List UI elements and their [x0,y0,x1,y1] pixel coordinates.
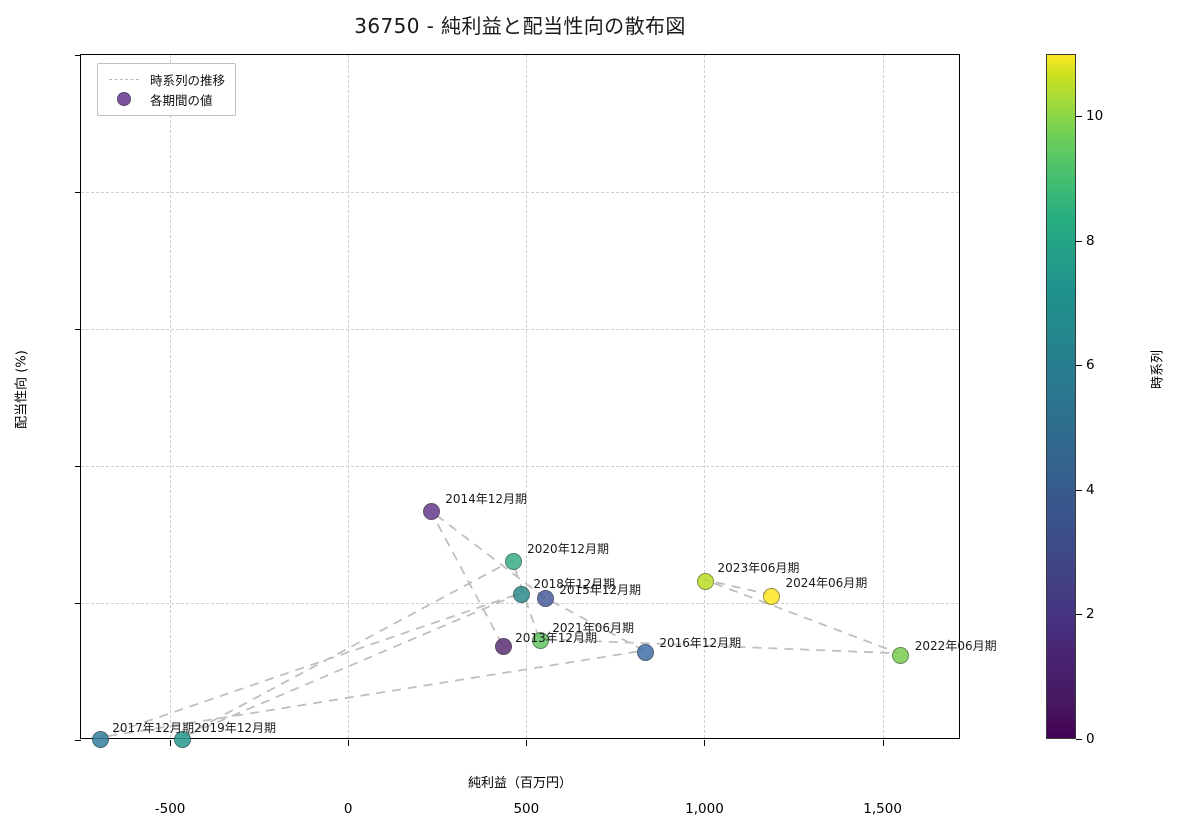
data-point[interactable] [504,553,522,571]
colorbar-tick-label: 10 [1086,108,1104,125]
data-point-label: 2024年06月期 [785,576,868,591]
colorbar-title: 時系列 [1150,350,1166,390]
page-title: 36750 - 純利益と配当性向の散布図 [354,14,686,38]
data-point-label: 2019年12月期 [194,721,276,736]
colorbar-gradient [1046,54,1076,739]
data-point-label: 2013年12月期 [515,631,597,646]
x-axis-title: 純利益（百万円） [467,776,572,791]
data-point-label: 2023年06月期 [717,561,800,576]
y-tick-mark [75,192,81,193]
data-point[interactable] [892,646,910,664]
data-point-label: 2018年12月期 [533,576,616,591]
circle-marker-icon [106,92,142,106]
x-tick-label: 1,500 [863,801,902,817]
colorbar-tick-mark [1076,365,1082,367]
x-tick-mark [348,740,350,746]
data-point[interactable] [536,590,554,608]
data-point-label: 2014年12月期 [445,491,528,506]
data-point[interactable] [531,632,549,650]
dashed-line-icon [106,78,142,80]
colorbar-tick-mark [1076,739,1082,740]
x-tick-label: -500 [154,801,186,817]
colorbar-tick-label: 2 [1086,606,1095,623]
colorbar-tick-mark [1076,240,1082,242]
colorbar-tick-mark [1076,614,1082,616]
data-point[interactable] [762,587,780,605]
data-point[interactable] [173,730,191,748]
data-point-label: 2016年12月期 [659,636,742,651]
colorbar [1046,54,1076,739]
data-point[interactable] [494,637,512,655]
colorbar-tick-label: 4 [1086,481,1095,498]
x-tick-mark [704,740,706,746]
y-tick-mark [75,55,81,56]
x-tick-label: 0 [343,801,353,817]
colorbar-tick-mark [1076,116,1082,118]
data-point-layer [81,55,959,748]
legend: 時系列の推移 各期間の値 [97,63,237,116]
colorbar-tick-label: 6 [1086,357,1095,374]
data-point[interactable] [512,586,530,604]
x-tick-label: 1,000 [685,801,724,817]
y-tick-mark [75,329,81,330]
legend-label-trend: 時系列の推移 [150,72,226,88]
data-point[interactable] [422,503,440,521]
y-tick-mark [75,603,81,604]
colorbar-tick-label: 8 [1086,232,1095,249]
trend-line-layer [99,509,900,738]
colorbar-tick-mark [1076,489,1082,491]
data-point[interactable] [91,730,109,748]
data-point-label: 2020年12月期 [527,541,609,556]
x-tick-mark [882,740,884,746]
point-label-layer: 2013年12月期 2014年12月期 2015年12月期 2016年12月期 2017… [81,55,996,738]
legend-label-values: 各期間の値 [150,92,213,108]
data-point[interactable] [697,572,715,590]
data-point[interactable] [636,643,654,661]
x-tick-mark [526,740,528,746]
y-tick-mark [75,466,81,467]
colorbar-tick-label: 0 [1086,731,1095,747]
data-point-label: 2015年12月期 [559,582,642,597]
trend-line [99,509,900,738]
data-point-label: 2021年06月期 [552,620,635,635]
plot-area: 2013年12月期 2014年12月期 2015年12月期 2016年12月期 2017… [75,54,997,817]
scatter-chart-figure: 36750 - 純利益と配当性向の散布図 2013年12月期 2014年12月期 2… [14,14,1166,817]
x-tick-label: 500 [513,801,540,817]
y-axis-title: 配当性向 (%) [14,350,30,429]
x-tick-mark [170,740,172,746]
data-point-label: 2017年12月期 [112,721,195,736]
y-tick-mark [75,740,81,741]
legend-item-trend[interactable]: 時系列の推移 [106,69,225,89]
data-point-label: 2022年06月期 [914,639,997,654]
legend-item-values[interactable]: 各期間の値 [106,89,225,109]
